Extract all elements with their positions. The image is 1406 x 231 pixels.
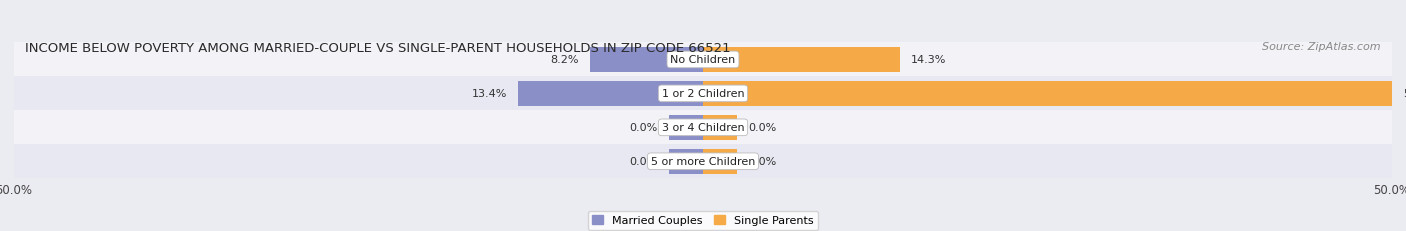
Text: Source: ZipAtlas.com: Source: ZipAtlas.com bbox=[1263, 42, 1381, 52]
Text: 3 or 4 Children: 3 or 4 Children bbox=[662, 123, 744, 133]
Text: 14.3%: 14.3% bbox=[911, 55, 946, 65]
Text: 5 or more Children: 5 or more Children bbox=[651, 157, 755, 167]
Bar bbox=[703, 48, 900, 72]
Text: 0.0%: 0.0% bbox=[630, 157, 658, 167]
Bar bbox=[703, 116, 738, 140]
Text: 8.2%: 8.2% bbox=[551, 55, 579, 65]
Text: 1 or 2 Children: 1 or 2 Children bbox=[662, 89, 744, 99]
Bar bbox=[703, 82, 1392, 106]
Bar bbox=[703, 149, 738, 174]
Text: No Children: No Children bbox=[671, 55, 735, 65]
Bar bbox=[14, 43, 1392, 77]
Text: 50.0%: 50.0% bbox=[1403, 89, 1406, 99]
Bar bbox=[14, 77, 1392, 111]
Bar bbox=[669, 149, 703, 174]
Text: 0.0%: 0.0% bbox=[748, 157, 776, 167]
Legend: Married Couples, Single Parents: Married Couples, Single Parents bbox=[588, 211, 818, 230]
Bar bbox=[669, 116, 703, 140]
Bar bbox=[14, 145, 1392, 179]
Text: 13.4%: 13.4% bbox=[472, 89, 508, 99]
Bar bbox=[14, 111, 1392, 145]
Bar bbox=[519, 82, 703, 106]
Bar bbox=[591, 48, 703, 72]
Text: INCOME BELOW POVERTY AMONG MARRIED-COUPLE VS SINGLE-PARENT HOUSEHOLDS IN ZIP COD: INCOME BELOW POVERTY AMONG MARRIED-COUPL… bbox=[25, 42, 731, 55]
Text: 0.0%: 0.0% bbox=[630, 123, 658, 133]
Text: 0.0%: 0.0% bbox=[748, 123, 776, 133]
